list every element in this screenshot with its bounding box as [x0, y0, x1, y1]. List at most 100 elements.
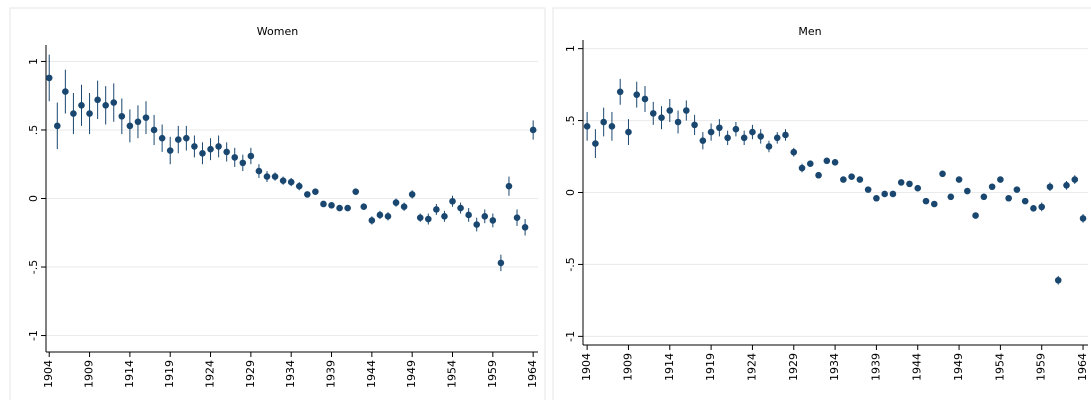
point — [625, 128, 632, 136]
point — [856, 176, 864, 183]
point — [1079, 215, 1087, 222]
point — [78, 102, 85, 109]
point — [674, 118, 682, 126]
point — [1046, 183, 1054, 191]
x-tick-label: 1914 — [123, 360, 136, 388]
point — [126, 122, 134, 130]
point — [62, 88, 69, 95]
point — [457, 204, 464, 212]
point — [749, 128, 756, 136]
point — [215, 143, 222, 150]
point — [408, 191, 416, 198]
point — [848, 173, 855, 180]
point — [400, 203, 408, 211]
x-tick-label: 1949 — [952, 353, 965, 381]
point — [633, 91, 641, 98]
x-tick-label: 1964 — [1076, 353, 1089, 381]
point — [449, 197, 456, 205]
point — [823, 157, 831, 165]
x-tick-label: 1909 — [621, 353, 634, 381]
point — [271, 173, 279, 180]
point — [889, 190, 897, 198]
point — [416, 214, 424, 221]
y-tick-label: 0 — [27, 195, 40, 202]
point — [740, 134, 748, 142]
y-tick-label: 1 — [27, 58, 40, 65]
point — [239, 159, 247, 167]
point — [864, 186, 872, 193]
point — [592, 140, 599, 147]
x-tick-label: 1954 — [446, 360, 459, 388]
panel-frame — [9, 7, 546, 400]
point — [441, 213, 448, 220]
point — [191, 143, 198, 150]
point — [110, 99, 118, 106]
point — [1038, 203, 1046, 211]
x-tick-label: 1924 — [204, 360, 217, 388]
point — [118, 112, 126, 120]
point — [279, 177, 287, 184]
point — [906, 180, 913, 188]
point — [320, 200, 327, 208]
point — [980, 193, 988, 201]
x-tick-label: 1929 — [787, 353, 800, 381]
x-tick-label: 1939 — [869, 353, 882, 381]
point — [505, 182, 513, 190]
point — [765, 143, 773, 150]
point — [45, 74, 53, 82]
point — [384, 213, 392, 220]
y-tick-label: .5 — [564, 115, 577, 126]
panel-title: Men — [798, 25, 821, 38]
point — [773, 134, 781, 142]
point — [352, 188, 360, 195]
x-tick-label: 1949 — [405, 360, 418, 388]
x-tick-label: 1934 — [828, 353, 841, 381]
x-tick-label: 1959 — [1035, 353, 1048, 381]
point — [815, 171, 822, 179]
point — [70, 110, 77, 117]
point — [997, 176, 1004, 183]
point — [53, 122, 61, 130]
point — [732, 125, 740, 133]
point — [1021, 197, 1029, 205]
point — [649, 110, 657, 117]
point — [724, 134, 731, 142]
x-tick-label: 1904 — [42, 360, 55, 388]
point — [798, 164, 806, 172]
point — [255, 167, 263, 175]
point — [473, 221, 481, 228]
x-tick-label: 1964 — [526, 360, 539, 388]
point — [1063, 182, 1070, 189]
point — [914, 184, 922, 192]
point — [790, 148, 798, 156]
point — [831, 158, 839, 166]
point — [1030, 205, 1037, 212]
point — [683, 107, 690, 114]
y-tick-label: -1 — [27, 330, 40, 341]
point — [699, 137, 707, 145]
point — [955, 176, 963, 183]
point — [312, 188, 319, 195]
point — [368, 217, 376, 224]
x-tick-label: 1924 — [745, 353, 758, 381]
point — [304, 191, 311, 198]
point — [608, 123, 616, 130]
point — [344, 204, 351, 212]
x-tick-label: 1934 — [284, 360, 297, 388]
point — [583, 123, 591, 130]
point — [939, 170, 946, 178]
point — [392, 199, 400, 206]
point — [600, 118, 607, 126]
point — [150, 126, 158, 134]
x-tick-label: 1944 — [365, 360, 378, 388]
point — [1071, 176, 1079, 183]
point — [840, 176, 847, 183]
point — [199, 149, 206, 157]
point — [328, 202, 335, 209]
x-tick-label: 1909 — [83, 360, 96, 388]
point — [207, 145, 214, 153]
x-tick-label: 1944 — [911, 353, 924, 381]
point — [616, 88, 624, 96]
point — [481, 213, 489, 220]
